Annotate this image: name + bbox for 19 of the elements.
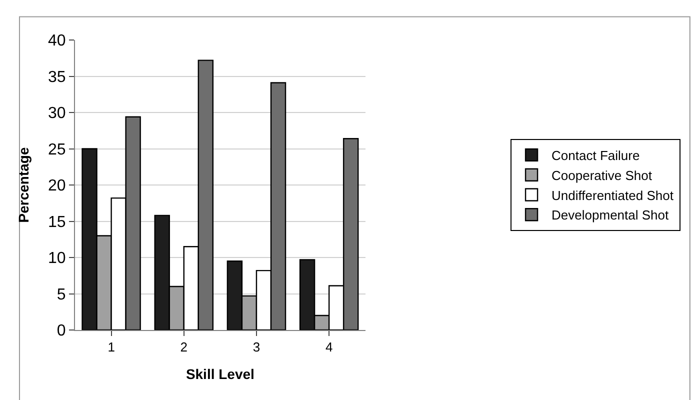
y-tick-label: 20 xyxy=(48,178,66,195)
y-tick-label: 25 xyxy=(48,141,66,158)
legend-label: Cooperative Shot xyxy=(552,168,652,183)
y-tick-label: 30 xyxy=(48,105,66,122)
legend-label: Developmental Shot xyxy=(552,208,669,223)
y-tick-label: 10 xyxy=(48,250,66,268)
x-tick-label: 4 xyxy=(325,340,333,355)
y-tick-label: 5 xyxy=(56,286,66,304)
x-tick-label: 1 xyxy=(108,340,115,355)
y-tick-label: 35 xyxy=(48,68,66,86)
x-tick-label: 3 xyxy=(252,340,260,355)
x-tick-label: 2 xyxy=(180,340,188,355)
y-axis-title: Percentage xyxy=(16,147,32,223)
x-axis-title: Skill Level xyxy=(186,366,254,382)
y-tick-label: 15 xyxy=(48,214,66,231)
legend-label: Contact Failure xyxy=(552,148,640,164)
y-tick-label: 40 xyxy=(48,32,66,50)
y-tick-label: 0 xyxy=(56,322,66,340)
legend-label: Undifferentiated Shot xyxy=(552,188,674,203)
